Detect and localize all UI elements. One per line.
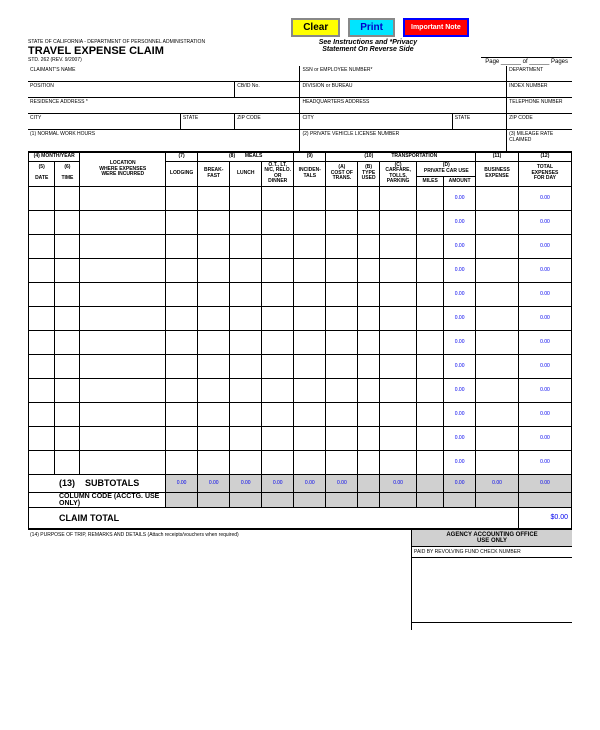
h-tot: TOTAL EXPENSES FOR DAY [518, 161, 571, 186]
expense-row[interactable]: 0.000.00 [29, 426, 572, 450]
agency-accounting-box: AGENCY ACCOUNTING OFFICE USE ONLY PAID B… [412, 530, 572, 630]
license-field[interactable]: (2) PRIVATE VEHICLE LICENSE NUMBER [300, 130, 507, 152]
expense-row[interactable]: 0.000.00 [29, 450, 572, 474]
expense-row[interactable]: 0.000.00 [29, 402, 572, 426]
h-tc: (C) CARFARE, TOLLS, PARKING [379, 161, 417, 186]
claim-total-row: CLAIM TOTAL $0.00 [29, 507, 572, 529]
form-title: TRAVEL EXPENSE CLAIM [28, 45, 255, 57]
city1-field[interactable]: CITY [28, 114, 180, 130]
residence-field[interactable]: RESIDENCE ADDRESS * [28, 98, 300, 114]
work-hours-field[interactable]: (1) NORMAL WORK HOURS [28, 130, 300, 152]
cbid-field[interactable]: CB/ID No. [235, 82, 300, 98]
expense-row[interactable]: 0.000.00 [29, 354, 572, 378]
expense-grid: (4) MONTH/YEAR LOCATION WHERE EXPENSES W… [28, 152, 572, 530]
h-9: (9) [294, 153, 326, 162]
h-td: (D) PRIVATE CAR USE [417, 161, 476, 177]
state2-field[interactable]: STATE [452, 114, 506, 130]
h-dinner: O.T., LT, N/C, RELO. OR DINNER [262, 161, 294, 186]
colcode-row: COLUMN CODE (ACCTG. USE ONLY) [29, 492, 572, 507]
h-biz: BUSINESS EXPENSE [476, 161, 519, 186]
expense-row[interactable]: 0.000.00 [29, 378, 572, 402]
expense-row[interactable]: 0.000.00 [29, 306, 572, 330]
ssn-field[interactable]: SSN or EMPLOYEE NUMBER* [300, 66, 507, 82]
h-10: (10) TRANSPORTATION [326, 153, 476, 162]
zip2-field[interactable]: ZIP CODE [507, 114, 572, 130]
division-field[interactable]: DIVISION or BUREAU [300, 82, 507, 98]
h-11: (11) [476, 153, 519, 162]
position-field[interactable]: POSITION [28, 82, 235, 98]
h-7: (7) [165, 153, 197, 162]
h-bf: BREAK- FAST [198, 161, 230, 186]
h-location: LOCATION WHERE EXPENSES WERE INCURRED [80, 153, 165, 187]
phone-field[interactable]: TELEPHONE NUMBER [507, 98, 572, 114]
expense-row[interactable]: 0.000.00 [29, 234, 572, 258]
important-note-button[interactable]: Important Note [403, 18, 469, 37]
info-table: CLAIMANT'S NAMESSN or EMPLOYEE NUMBER*DE… [28, 66, 572, 152]
h-8: (8) MEALS [198, 153, 294, 162]
h-lodging: LODGING [165, 161, 197, 186]
expense-row[interactable]: 0.000.00 [29, 330, 572, 354]
expense-row[interactable]: 0.000.00 [29, 186, 572, 210]
instructions-1: See Instructions and *Privacy [255, 39, 482, 46]
zip1-field[interactable]: ZIP CODE [235, 114, 300, 130]
instructions-2: Statement On Reverse Side [255, 46, 482, 53]
subtotals-row: (13) SUBTOTALS 0.000.000.00 0.000.000.00… [29, 474, 572, 492]
index-field[interactable]: INDEX NUMBER [507, 82, 572, 98]
h-12: (12) [518, 153, 571, 162]
expense-row[interactable]: 0.000.00 [29, 258, 572, 282]
h-month: (4) MONTH/YEAR [29, 153, 80, 162]
city2-field[interactable]: CITY [300, 114, 452, 130]
department-field[interactable]: DEPARTMENT [507, 66, 572, 82]
form-number: STD. 262 (REV. 9/2007) [28, 57, 255, 63]
page-of: Page ______ of ______ Pages [481, 57, 572, 66]
h-6: (6)TIME [55, 161, 80, 186]
revolving-fund-label: PAID BY REVOLVING FUND CHECK NUMBER [412, 547, 572, 558]
h-5: (5)DATE [29, 161, 55, 186]
purpose-field[interactable]: (14) PURPOSE OF TRIP, REMARKS AND DETAIL… [28, 530, 412, 630]
h-inc: INCIDEN- TALS [294, 161, 326, 186]
agency-accounting-header: AGENCY ACCOUNTING OFFICE USE ONLY [412, 530, 572, 547]
h-ta: (A) COST OF TRANS. [326, 161, 358, 186]
clear-button[interactable]: Clear [291, 18, 340, 37]
h-lunch: LUNCH [230, 161, 262, 186]
mileage-rate-field[interactable]: (3) MILEAGE RATE CLAIMED [507, 130, 572, 152]
h-amount: AMOUNT [444, 177, 476, 186]
expense-row[interactable]: 0.000.00 [29, 210, 572, 234]
claimant-name-field[interactable]: CLAIMANT'S NAME [28, 66, 300, 82]
h-miles: MILES [417, 177, 444, 186]
hq-field[interactable]: HEADQUARTERS ADDRESS [300, 98, 507, 114]
print-button[interactable]: Print [348, 18, 395, 37]
state1-field[interactable]: STATE [180, 114, 234, 130]
expense-row[interactable]: 0.000.00 [29, 282, 572, 306]
h-tb: (B) TYPE USED [358, 161, 379, 186]
